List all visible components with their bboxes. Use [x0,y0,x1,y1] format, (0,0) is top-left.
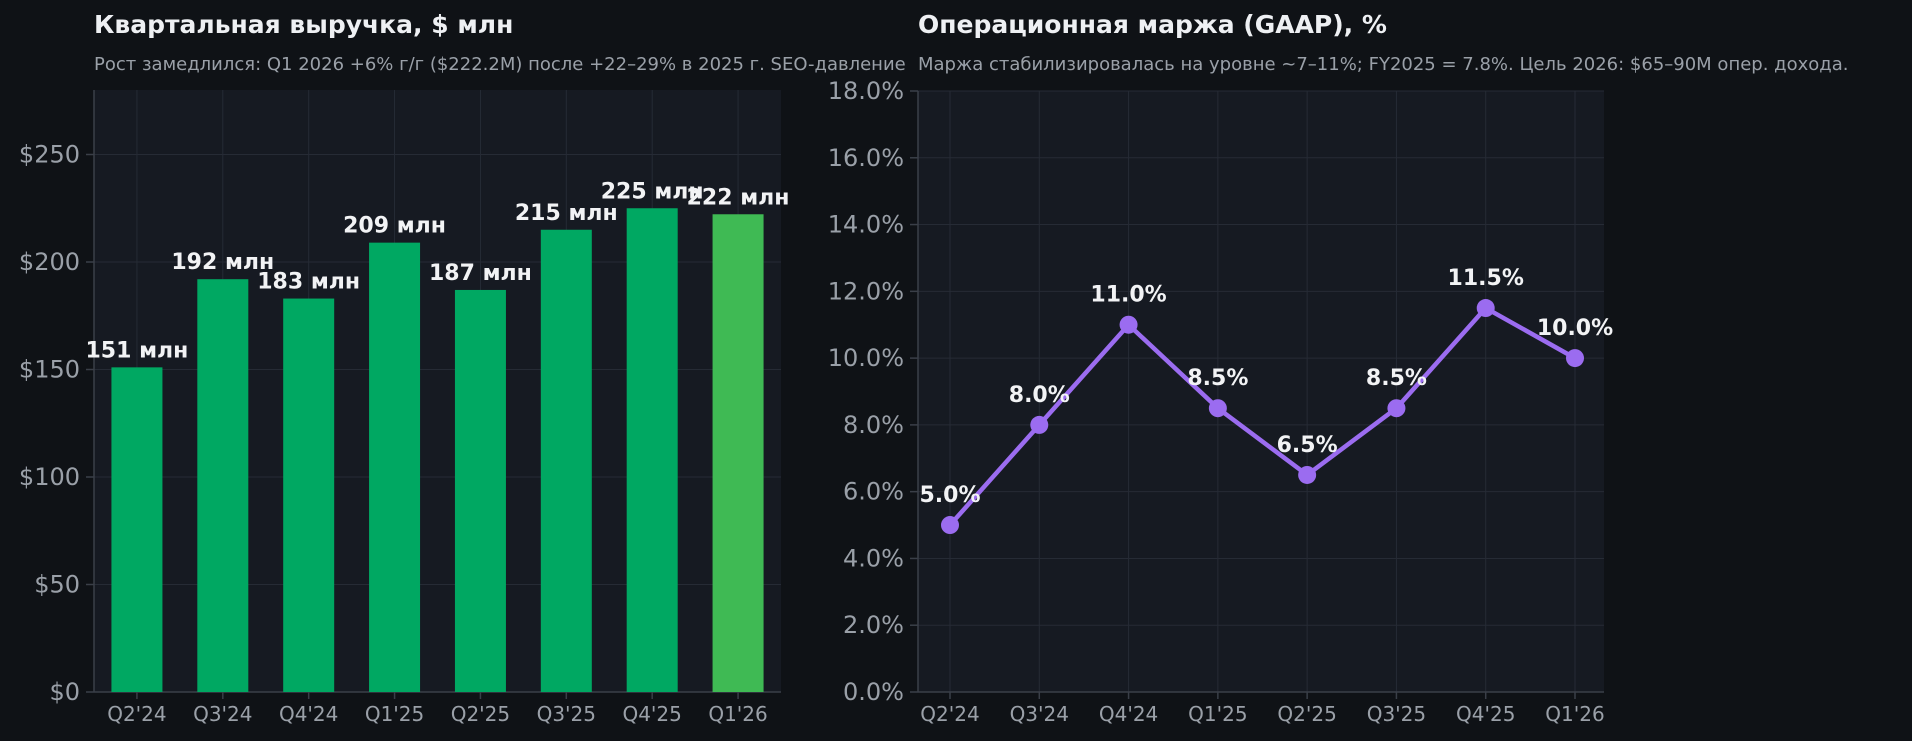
revenue-bar [369,242,421,692]
bar-data-label: 187 млн [429,261,532,286]
margin-data-point [1476,299,1495,318]
x-tick-label: Q4'25 [1456,702,1515,726]
y-tick-label: 12.0% [828,277,904,305]
revenue-bar [283,298,335,692]
y-tick-label: 8.0% [843,411,904,439]
margin-data-point [941,516,959,535]
revenue-bar [454,289,506,692]
y-tick-label: 14.0% [828,211,904,239]
point-data-label: 6.5% [1277,433,1338,458]
x-tick-label: Q3'25 [1367,702,1426,726]
revenue-bar [197,279,249,692]
x-tick-label: Q4'24 [1099,702,1158,726]
margin-chart-title: Операционная маржа (GAAP), % [918,10,1387,39]
y-tick-label: 16.0% [828,144,904,172]
bar-data-label: 192 млн [171,250,274,275]
bar-data-label: 151 млн [85,338,188,363]
grid-lines [918,90,1604,693]
y-tick-label: $50 [34,571,80,599]
y-tick-label: 2.0% [843,611,904,639]
x-tick-label: Q2'25 [1277,702,1336,726]
point-data-label: 10.0% [1537,316,1613,341]
x-tick-label: Q3'24 [193,702,252,726]
revenue-chart-panel: Квартальная выручка, $ млн Рост замедлил… [0,0,906,741]
margin-data-point [1387,399,1406,418]
point-data-label: 8.5% [1366,366,1427,391]
plot-area [918,91,1604,692]
y-tick-label: 10.0% [828,344,904,372]
bar-data-label: 209 млн [343,214,446,239]
revenue-bar-chart: $0 $50 $100 $150 $200 $250 151 млн Q2'24 192 млн… [19,90,790,726]
y-tick-label: $150 [19,356,80,384]
bar-data-label: 222 млн [687,185,790,210]
point-data-label: 8.5% [1187,366,1248,391]
margin-data-point [1566,349,1584,368]
y-tick-label: $0 [49,678,80,706]
revenue-chart-title: Квартальная выручка, $ млн [94,10,514,39]
margin-series-line [947,305,1578,528]
y-tick-label: 0.0% [843,678,904,706]
x-tick-label: Q2'24 [920,702,979,726]
y-tick-label: $200 [19,248,80,276]
x-tick-label: Q4'25 [622,702,681,726]
x-tick-label: Q1'26 [708,702,767,726]
margin-data-point [1119,315,1138,334]
bar-data-label: 225 млн [601,179,704,204]
point-data-label: 11.0% [1090,283,1166,308]
revenue-bar [712,214,764,692]
y-tick-label: 6.0% [843,478,904,506]
margin-line-chart: 0.0% 2.0% 4.0% 6.0% 8.0% 10.0% 12.0% 14.0% 16.0%… [828,77,1613,726]
y-tick-label: 4.0% [843,544,904,572]
revenue-bar [540,229,592,692]
y-tick-label: $250 [19,141,80,169]
x-tick-label: Q2'25 [451,702,510,726]
margin-chart-panel: Операционная маржа (GAAP), % Маржа стаби… [820,0,1912,741]
revenue-chart-subtitle: Рост замедлился: Q1 2026 +6% г/г ($222.2… [94,54,906,75]
y-tick-label: 18.0% [828,77,904,105]
bar-data-label: 215 млн [515,201,618,226]
x-tick-label: Q3'25 [537,702,596,726]
x-tick-label: Q1'26 [1545,702,1604,726]
margin-data-point [1298,465,1317,484]
x-tick-label: Q4'24 [279,702,338,726]
revenue-bar [626,208,678,692]
x-tick-label: Q3'24 [1010,702,1069,726]
x-tick-label: Q1'25 [1188,702,1247,726]
revenue-bar [111,367,163,692]
point-data-label: 8.0% [1009,383,1070,408]
point-data-label: 5.0% [919,483,980,508]
margin-data-point [1208,399,1227,418]
y-tick-label: $100 [19,463,80,491]
bar-data-label: 183 млн [257,270,360,295]
margin-chart-subtitle: Маржа стабилизировалась на уровне ~7–11%… [918,54,1849,75]
margin-data-point [1030,415,1049,434]
x-tick-label: Q2'24 [107,702,166,726]
point-data-label: 11.5% [1448,266,1524,291]
x-tick-label: Q1'25 [365,702,424,726]
